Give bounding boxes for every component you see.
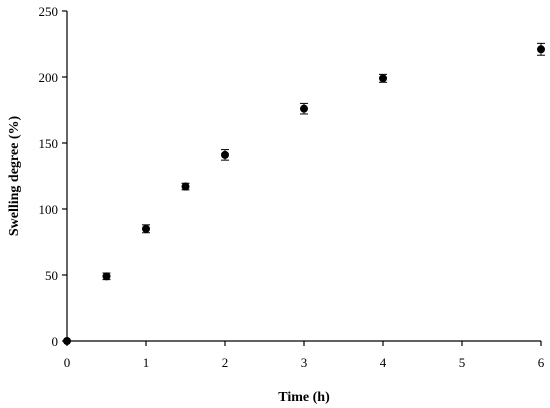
data-points — [63, 42, 545, 345]
x-tick-label: 1 — [143, 355, 150, 370]
y-tick-label: 250 — [39, 4, 59, 19]
x-tick-label: 0 — [64, 355, 71, 370]
y-tick-label: 0 — [52, 334, 59, 349]
x-tick-label: 6 — [538, 355, 545, 370]
y-tick-label: 200 — [39, 70, 59, 85]
data-point — [221, 150, 229, 159]
data-point — [537, 45, 545, 54]
plot-area — [66, 11, 541, 342]
y-tick-label: 100 — [39, 202, 59, 217]
data-point — [63, 337, 71, 345]
data-point — [379, 74, 387, 83]
data-point — [300, 104, 308, 113]
x-tick-label: 5 — [459, 355, 466, 370]
x-tick-label: 2 — [222, 355, 229, 370]
x-tick-label: 3 — [301, 355, 308, 370]
y-tick-label: 150 — [39, 136, 59, 151]
x-ticks: 0 1 2 3 4 5 6 — [64, 341, 545, 370]
y-axis-label: Swelling degree (%) — [7, 116, 22, 237]
y-ticks: 0 50 100 150 200 250 — [39, 4, 67, 349]
data-point — [102, 272, 111, 281]
data-point — [181, 182, 190, 191]
x-axis-label: Time (h) — [278, 390, 330, 405]
data-point — [142, 224, 150, 233]
y-tick-label: 50 — [45, 268, 58, 283]
x-tick-label: 4 — [380, 355, 387, 370]
